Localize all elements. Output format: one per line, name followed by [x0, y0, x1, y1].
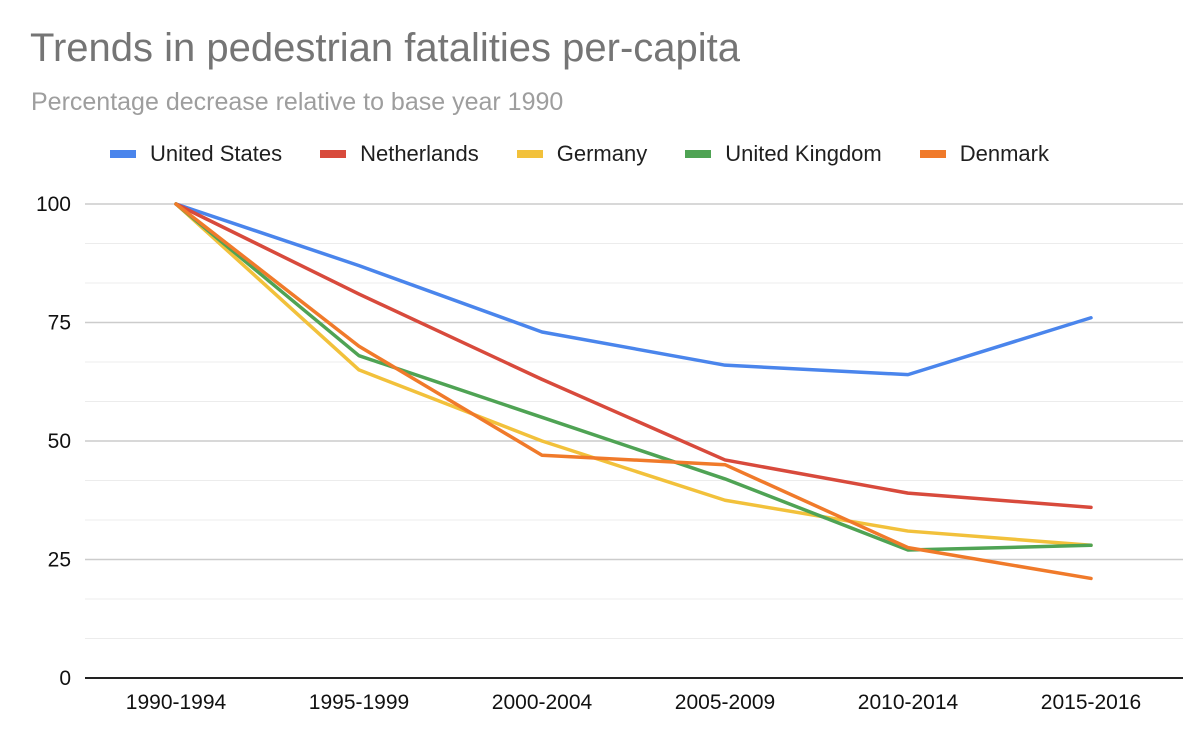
legend-item: Germany	[516, 141, 648, 167]
legend-item: United Kingdom	[685, 141, 882, 167]
legend-item: Netherlands	[320, 141, 479, 167]
series-line-united-states	[174, 202, 1093, 377]
legend-swatch	[320, 150, 347, 158]
legend-label: United States	[150, 141, 283, 166]
legend-item: Denmark	[919, 141, 1049, 167]
legend-swatch	[685, 150, 712, 158]
legend-label: Denmark	[959, 141, 1049, 166]
legend-label: United Kingdom	[725, 141, 882, 166]
chart-subtitle: Percentage decrease relative to base yea…	[31, 88, 564, 116]
x-tick-label: 2005-2009	[675, 691, 775, 714]
legend-swatch	[110, 150, 136, 158]
legend-label: Netherlands	[360, 141, 479, 166]
y-tick-label: 50	[48, 430, 71, 453]
x-tick-label: 1990-1994	[126, 691, 227, 714]
y-tick-label: 75	[48, 312, 71, 335]
legend-item: United States	[110, 141, 282, 167]
x-tick-label: 2010-2014	[858, 691, 959, 714]
x-tick-label: 1995-1999	[309, 691, 409, 714]
x-tick-label: 2000-2004	[492, 691, 593, 714]
legend-swatch	[516, 150, 543, 158]
legend: United States Netherlands Germany United Ki…	[110, 140, 1049, 168]
series-line-denmark	[174, 202, 1093, 581]
x-tick-label: 2015-2016	[1041, 691, 1141, 714]
y-tick-label: 100	[36, 193, 71, 216]
y-tick-label: 25	[48, 549, 71, 572]
series-line-netherlands	[174, 202, 1093, 510]
series-line-germany	[174, 202, 1093, 548]
y-tick-label: 0	[59, 667, 71, 690]
series-line-united-kingdom	[174, 202, 1093, 552]
legend-label: Germany	[556, 141, 648, 166]
chart-title: Trends in pedestrian fatalities per-capi…	[30, 26, 740, 70]
legend-swatch	[919, 150, 946, 158]
